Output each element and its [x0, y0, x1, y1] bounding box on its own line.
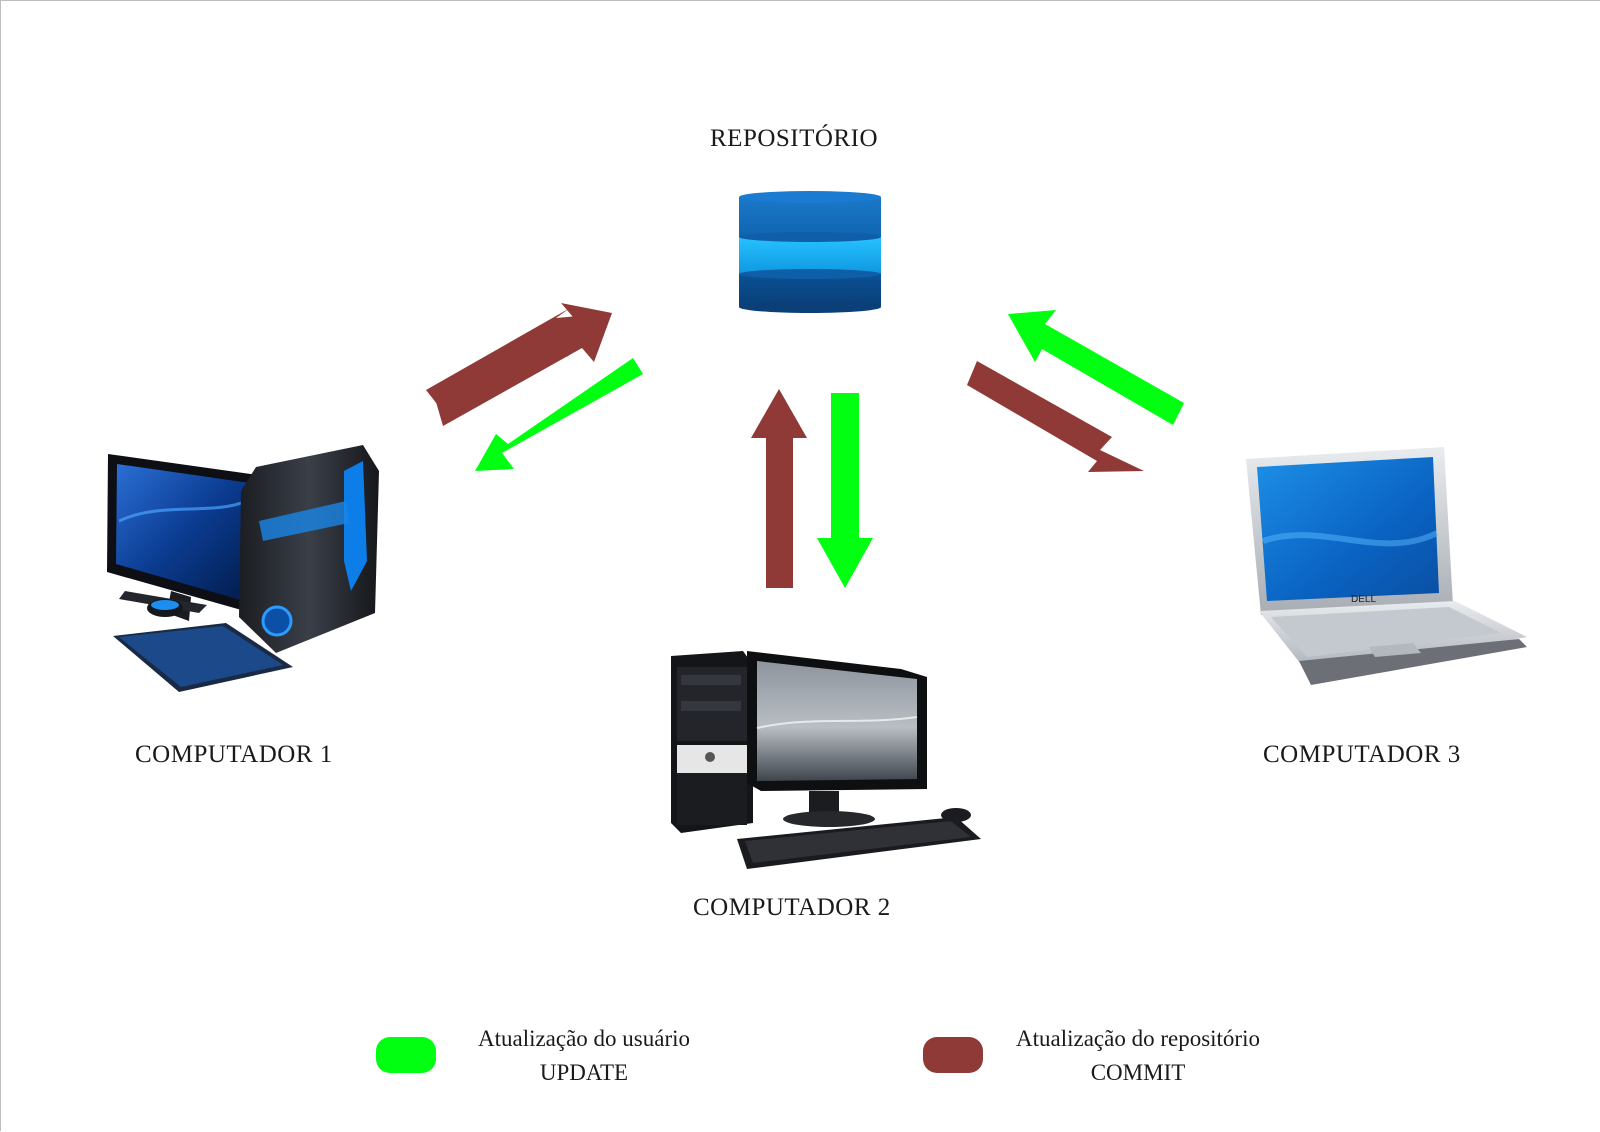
desktop-tower-icon: [671, 651, 981, 869]
update-arrow-c3: [1008, 310, 1184, 425]
commit-arrow-c1-shape: [434, 303, 612, 426]
update-legend-line1: Atualização do usuário: [477, 1026, 691, 1051]
update-legend-line2: UPDATE: [539, 1060, 629, 1085]
commit-legend: Atualização do repositório COMMIT: [993, 1022, 1283, 1090]
commit-legend-line1: Atualização do repositório: [1016, 1026, 1260, 1051]
update-legend: Atualização do usuário UPDATE: [464, 1022, 704, 1090]
repository-label: REPOSITÓRIO: [710, 125, 879, 152]
computer-2-label: COMPUTADOR 2: [693, 894, 891, 921]
svg-text:DELL: DELL: [1351, 594, 1376, 605]
update-arrow-c2: [817, 393, 873, 588]
commit-legend-swatch: [923, 1037, 983, 1073]
gaming-desktop-icon: [107, 445, 379, 692]
commit-arrow-c3: [967, 361, 1144, 472]
commit-legend-line2: COMMIT: [1090, 1060, 1186, 1085]
laptop-icon: DELL: [1246, 447, 1527, 685]
database-icon: [739, 191, 881, 313]
computer-3-label: COMPUTADOR 3: [1263, 741, 1461, 768]
commit-arrow-c2: [751, 389, 807, 588]
computer-1-label: COMPUTADOR 1: [135, 741, 333, 768]
update-legend-swatch: [376, 1037, 436, 1073]
update-arrow-c1: [475, 358, 643, 471]
